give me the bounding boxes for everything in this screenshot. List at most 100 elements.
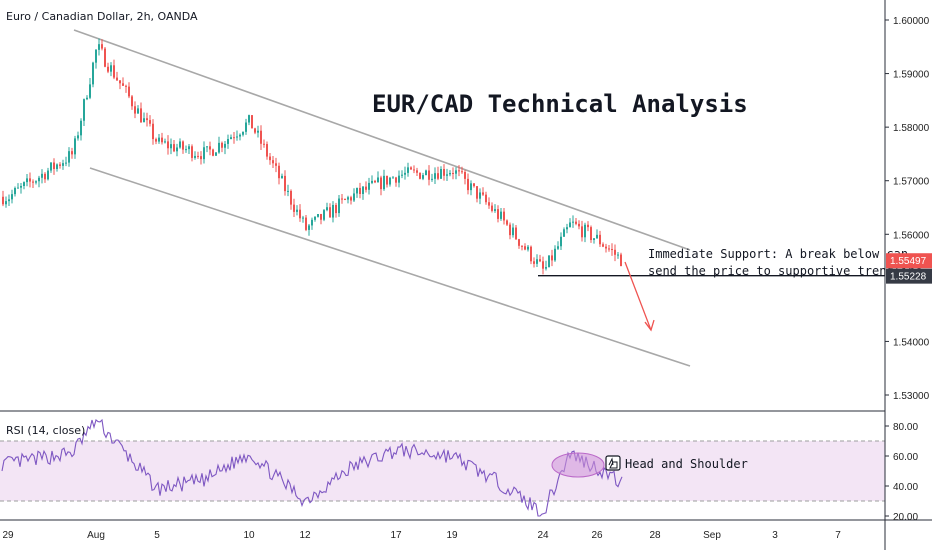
candle-body: [29, 178, 31, 182]
candle-body: [305, 217, 307, 230]
candle: [239, 133, 241, 141]
pattern-label: Head and Shoulder: [625, 457, 748, 471]
candle-body: [494, 209, 496, 211]
candle: [587, 221, 589, 232]
candle: [374, 179, 376, 184]
time-tick-label: Sep: [703, 530, 721, 541]
candle: [530, 245, 532, 265]
candle: [8, 194, 10, 206]
candle: [281, 173, 283, 179]
candle: [197, 151, 199, 159]
candle-body: [161, 137, 163, 143]
candle-body: [608, 248, 610, 250]
candle-body: [392, 177, 394, 179]
candle: [392, 176, 394, 179]
projection-arrow-head: [644, 319, 655, 332]
candle-body: [614, 249, 616, 255]
candle-body: [8, 199, 10, 202]
candle: [458, 165, 460, 177]
candle: [548, 255, 550, 268]
candle-body: [293, 204, 295, 212]
candle-body: [368, 182, 370, 190]
candle: [86, 95, 88, 101]
candle-body: [602, 244, 604, 247]
candle-body: [59, 164, 61, 166]
candle: [338, 195, 340, 217]
price-tick-label: 1.56000: [893, 230, 930, 241]
candle: [305, 215, 307, 232]
candle-body: [365, 186, 367, 190]
candle-body: [44, 173, 46, 180]
candle-body: [410, 167, 412, 170]
candle-body: [95, 49, 97, 63]
candle: [188, 143, 190, 154]
candle-body: [197, 155, 199, 157]
candle-body: [104, 48, 106, 67]
candle: [203, 141, 205, 164]
candle-body: [131, 96, 133, 107]
rsi-tick-label: 60.00: [893, 452, 918, 463]
candle: [482, 187, 484, 196]
candle-body: [245, 122, 247, 132]
candle: [488, 197, 490, 209]
candle: [332, 201, 334, 223]
candle-body: [119, 80, 121, 84]
price-tick-label: 1.59000: [893, 70, 930, 81]
candle-body: [371, 180, 373, 183]
candle-body: [374, 180, 376, 183]
candle: [377, 171, 379, 183]
candle: [254, 127, 256, 135]
candle-body: [449, 173, 451, 175]
candle-body: [419, 172, 421, 179]
candle: [248, 114, 250, 126]
candle-body: [5, 201, 7, 205]
candle-body: [122, 83, 124, 86]
candle-body: [515, 227, 517, 240]
rsi-band-fill: [0, 441, 885, 501]
candle: [275, 157, 277, 173]
candle: [116, 71, 118, 82]
candle-body: [389, 177, 391, 185]
candle: [416, 167, 418, 176]
candle-body: [428, 170, 430, 180]
candle-body: [335, 204, 337, 214]
candle: [563, 227, 565, 237]
rsi-line: [1, 418, 623, 517]
candle: [206, 146, 208, 153]
candle-body: [275, 163, 277, 166]
candle: [113, 59, 115, 80]
candle: [95, 48, 97, 69]
candle-body: [128, 86, 130, 97]
candle-body: [617, 254, 619, 256]
candle: [344, 198, 346, 201]
candle-body: [482, 192, 484, 195]
candle: [422, 172, 424, 181]
candle-body: [599, 234, 601, 245]
candle-body: [587, 224, 589, 228]
candle-body: [440, 169, 442, 179]
candle-body: [155, 139, 157, 142]
candle: [581, 220, 583, 242]
candle: [131, 95, 133, 110]
candle-body: [68, 151, 70, 163]
candle: [359, 182, 361, 199]
candle-body: [350, 197, 352, 201]
time-tick-label: 29: [2, 530, 14, 541]
candle-body: [200, 156, 202, 160]
candle-body: [404, 172, 406, 175]
candle-body: [458, 170, 460, 172]
candle: [170, 138, 172, 155]
candle: [41, 169, 43, 184]
candle-body: [569, 222, 571, 228]
candle: [437, 166, 439, 181]
candle-body: [398, 175, 400, 183]
candle: [158, 134, 160, 144]
candle: [11, 189, 13, 204]
candle-body: [296, 209, 298, 212]
candle-body: [50, 162, 52, 171]
candle: [353, 188, 355, 203]
candle: [440, 166, 442, 179]
candle-body: [461, 171, 463, 173]
time-tick-label: 5: [154, 530, 160, 541]
